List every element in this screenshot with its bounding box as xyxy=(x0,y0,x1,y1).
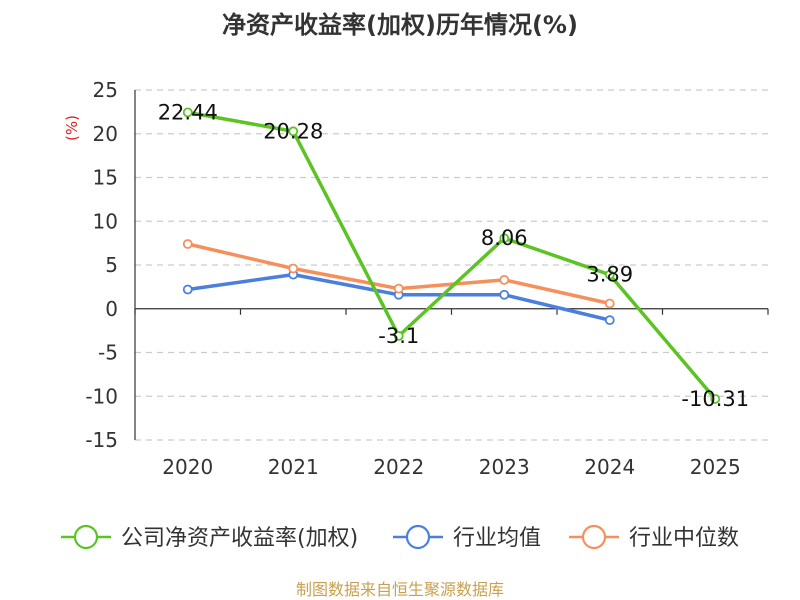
data-point-s1-2021 xyxy=(288,126,299,137)
data-label-2024: 3.89 xyxy=(586,263,633,287)
legend-label: 行业均值 xyxy=(453,526,541,551)
data-label-2023: 8.06 xyxy=(481,226,528,250)
series-line-1 xyxy=(187,110,717,401)
x-tick-label-2020: 2020 xyxy=(162,455,213,479)
legend-circle-icon xyxy=(581,524,607,550)
data-label-2020: 22.44 xyxy=(158,100,218,124)
data-point-s3-2023 xyxy=(499,274,510,285)
data-point-s3-2020 xyxy=(182,239,193,249)
y-tick-label-0: 0 xyxy=(105,297,118,321)
data-label-2025: -10.31 xyxy=(681,387,749,411)
y-tick-label-10: 10 xyxy=(93,209,118,233)
axes: 25 20 15 10 5 0 -5 -10 -15 2020 2021 2022 2023 2024 20… xyxy=(85,78,769,479)
data-point-s1-2022 xyxy=(393,330,404,341)
data-point-s1-2020 xyxy=(182,107,193,118)
y-axis-unit: (%) xyxy=(63,115,81,141)
y-tick-label-15: -15 xyxy=(85,428,118,452)
legend: 公司净资产收益率(加权) 行业均值 行业中位数 xyxy=(61,524,739,551)
x-tick-label-2025: 2025 xyxy=(690,455,741,479)
x-tick-label-2021: 2021 xyxy=(268,455,319,479)
grid-lines xyxy=(135,89,768,441)
series-lines xyxy=(182,107,721,404)
data-label-2021: 20.28 xyxy=(263,119,323,143)
y-tick-label-5: 5 xyxy=(105,253,118,277)
legend-item-3: 行业中位数 xyxy=(569,524,739,551)
y-tick-label-5: -5 xyxy=(98,341,118,365)
source-note: 制图数据来自恒生聚源数据库 xyxy=(296,580,504,599)
y-tick-label-10: -10 xyxy=(85,384,118,408)
x-tick-label-2024: 2024 xyxy=(584,455,635,479)
x-tick-label-2023: 2023 xyxy=(479,455,530,479)
data-label-2022: -3.1 xyxy=(378,324,419,348)
x-tick-label-2022: 2022 xyxy=(373,455,424,479)
data-labels: 22.44 20.28 -3.1 8.06 3.89 -10.31 xyxy=(158,100,749,411)
y-tick-label-25: 25 xyxy=(93,78,118,102)
y-tick-label-15: 15 xyxy=(93,166,118,190)
data-point-s2-2020 xyxy=(182,284,193,295)
legend-item-1: 公司净资产收益率(加权) xyxy=(61,524,358,551)
legend-circle-icon xyxy=(405,524,431,550)
legend-label: 公司净资产收益率(加权) xyxy=(121,526,358,551)
y-tick-label-20: 20 xyxy=(93,122,118,146)
data-point-s1-2025 xyxy=(710,394,721,404)
legend-item-2: 行业均值 xyxy=(393,524,541,551)
data-point-s3-2022 xyxy=(393,283,404,294)
data-point-s1-2023 xyxy=(499,233,510,244)
data-point-s2-2024 xyxy=(604,315,615,326)
data-point-s1-2024 xyxy=(604,269,615,280)
chart-title: 净资产收益率(加权)历年情况(%) xyxy=(222,11,578,39)
data-point-s2-2023 xyxy=(499,289,510,300)
data-point-s3-2021 xyxy=(288,263,299,274)
data-point-s3-2024 xyxy=(604,298,615,309)
legend-circle-icon xyxy=(73,524,99,550)
legend-label: 行业中位数 xyxy=(629,526,739,551)
